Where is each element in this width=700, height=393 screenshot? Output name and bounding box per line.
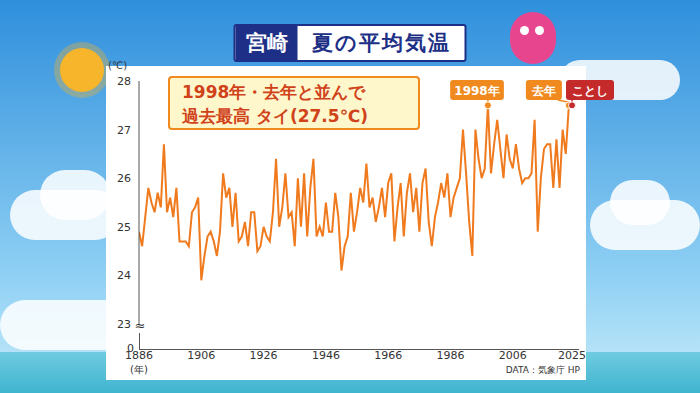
svg-text:23: 23 bbox=[117, 318, 131, 331]
svg-text:2006: 2006 bbox=[499, 349, 527, 362]
svg-text:28: 28 bbox=[117, 75, 131, 88]
svg-text:ことし: ことし bbox=[572, 84, 608, 98]
svg-text:26: 26 bbox=[117, 172, 131, 185]
svg-text:1906: 1906 bbox=[187, 349, 215, 362]
svg-text:1998年: 1998年 bbox=[454, 84, 499, 98]
svg-text:24: 24 bbox=[117, 269, 131, 282]
svg-text:27: 27 bbox=[117, 124, 131, 137]
svg-text:1926: 1926 bbox=[250, 349, 278, 362]
svg-text:1946: 1946 bbox=[312, 349, 340, 362]
svg-text:1986: 1986 bbox=[437, 349, 465, 362]
svg-text:25: 25 bbox=[117, 221, 131, 234]
svg-text:1966: 1966 bbox=[374, 349, 402, 362]
svg-text:去年: 去年 bbox=[531, 84, 556, 98]
svg-text:2025: 2025 bbox=[558, 349, 586, 362]
